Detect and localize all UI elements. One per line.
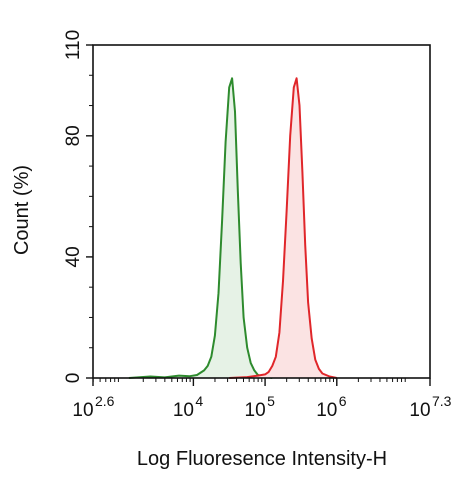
x-tick-label-base: 10 xyxy=(316,400,337,421)
x-tick-label-base: 10 xyxy=(245,400,266,421)
x-axis-title: Log Fluoresence Intensity-H xyxy=(137,448,387,470)
y-tick-label: 110 xyxy=(63,30,84,60)
x-tick-label-exponent: 7.3 xyxy=(432,393,452,409)
series-1-area xyxy=(128,78,273,379)
x-tick-label-base: 10 xyxy=(72,400,93,421)
x-tick-label: 10 7.3 xyxy=(409,393,451,421)
y-tick-label: 0 xyxy=(63,373,84,384)
series-layer xyxy=(128,77,338,379)
series-1-line xyxy=(128,77,273,379)
x-tick-label-exponent: 6 xyxy=(339,393,347,409)
x-tick-label: 10 6 xyxy=(316,393,347,421)
x-tick-label-base: 10 xyxy=(409,400,430,421)
y-axis-title: Count (%) xyxy=(11,165,33,255)
y-tick-label: 80 xyxy=(63,125,84,146)
plot-frame xyxy=(92,44,431,379)
x-tick-label-exponent: 4 xyxy=(195,393,203,409)
x-tick-label-exponent: 5 xyxy=(267,393,275,409)
x-tick-label: 10 2.6 xyxy=(72,393,114,421)
series-2-area xyxy=(229,78,337,379)
x-tick-label: 10 5 xyxy=(245,393,276,421)
y-tick-label: 40 xyxy=(63,246,84,267)
x-tick-label: 10 4 xyxy=(173,393,204,421)
series-2-line xyxy=(229,77,338,379)
x-tick-label-base: 10 xyxy=(173,400,194,421)
x-tick-label-exponent: 2.6 xyxy=(95,393,115,409)
